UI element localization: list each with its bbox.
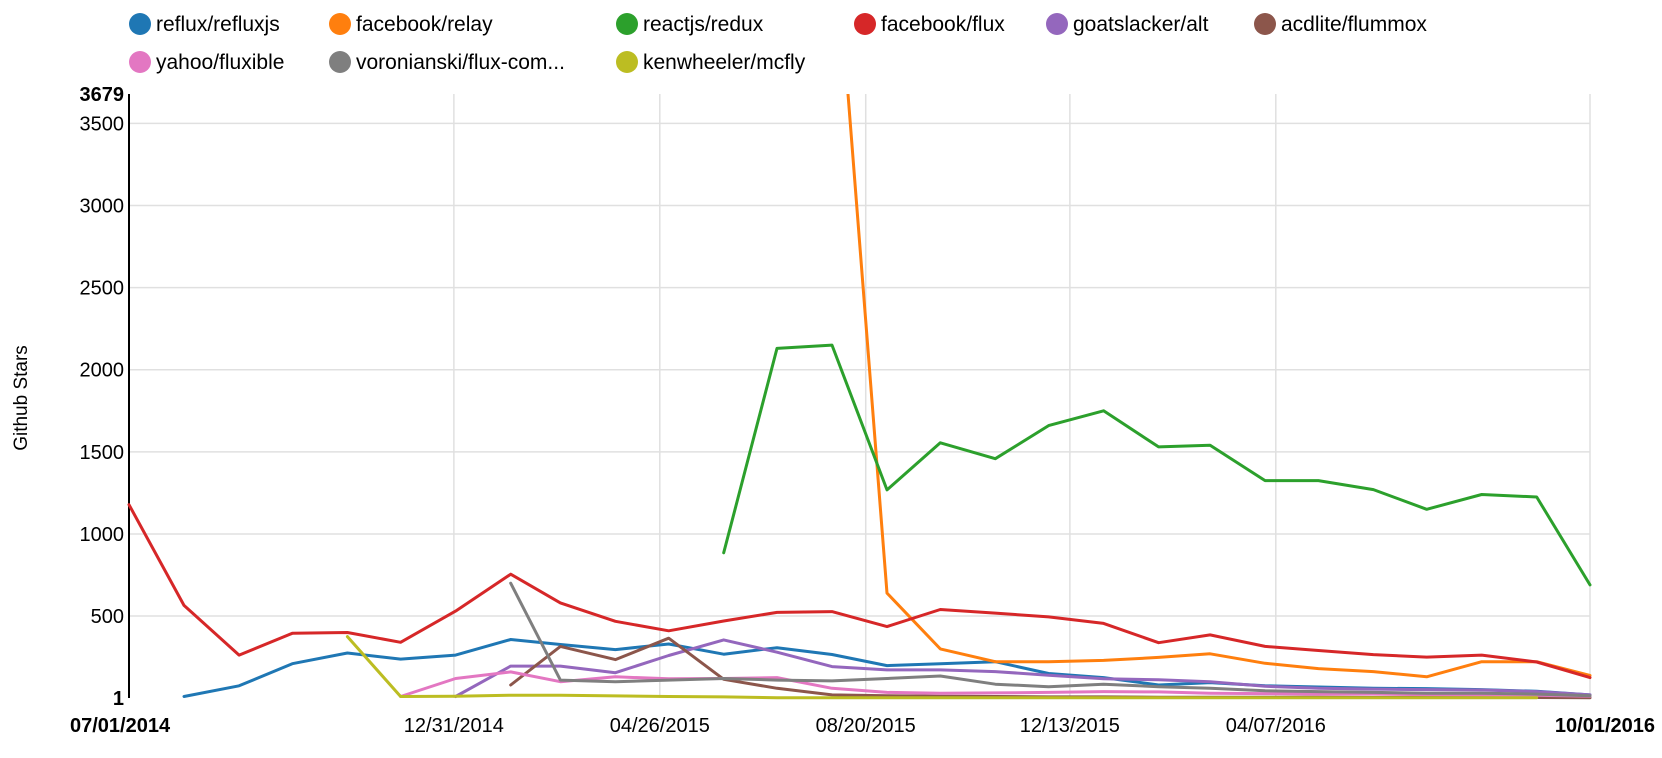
series-lines <box>127 94 1592 700</box>
y-tick-label-2000: 2000 <box>80 360 125 382</box>
legend-swatch-acdlite-flummox <box>1254 13 1276 35</box>
series-line-kenwheeler-mcfly <box>345 635 1539 700</box>
x-axis: 07/01/2014 12/31/2014 04/26/2015 08/20/2015… <box>70 715 1655 737</box>
y-tick-label-2500: 2500 <box>80 278 125 300</box>
x-tick-label-10-01-2016: 10/01/2016 <box>1555 715 1655 737</box>
legend-item-kenwheeler-mcfly: kenwheeler/mcfly <box>616 51 806 74</box>
legend-swatch-voronianski-flux-com <box>329 51 351 73</box>
legend-item-facebook-relay: facebook/relay <box>329 13 493 36</box>
x-tick-label-04-07-2016: 04/07/2016 <box>1226 715 1326 737</box>
legend-item-reflux-refluxjs: reflux/refluxjs <box>129 13 280 36</box>
legend-item-yahoo-fluxible: yahoo/fluxible <box>129 51 284 74</box>
y-tick-label-1000: 1000 <box>80 524 125 546</box>
legend-swatch-goatslacker-alt <box>1046 13 1068 35</box>
legend: reflux/refluxjs facebook/relay reactjs/red… <box>129 13 1427 74</box>
legend-label-reflux-refluxjs: reflux/refluxjs <box>156 13 280 36</box>
series-line-voronianski-flux-com <box>509 581 1592 698</box>
legend-swatch-yahoo-fluxible <box>129 51 151 73</box>
series-line-goatslacker-alt <box>454 638 1592 698</box>
legend-item-reactjs-redux: reactjs/redux <box>616 13 764 36</box>
y-tick-label-3000: 3000 <box>80 196 125 218</box>
legend-label-reactjs-redux: reactjs/redux <box>643 13 764 36</box>
legend-item-acdlite-flummox: acdlite/flummox <box>1254 13 1427 36</box>
legend-item-voronianski-flux-com: voronianski/flux-com... <box>329 51 565 74</box>
legend-item-goatslacker-alt: goatslacker/alt <box>1046 13 1209 36</box>
legend-item-facebook-flux: facebook/flux <box>854 13 1005 36</box>
legend-label-yahoo-fluxible: yahoo/fluxible <box>156 51 284 74</box>
legend-label-voronianski-flux-com: voronianski/flux-com... <box>356 51 565 74</box>
y-tick-label-3679: 3679 <box>80 84 125 106</box>
legend-label-kenwheeler-mcfly: kenwheeler/mcfly <box>643 51 806 74</box>
legend-swatch-reactjs-redux <box>616 13 638 35</box>
y-axis-title: Github Stars <box>11 345 32 451</box>
legend-swatch-kenwheeler-mcfly <box>616 51 638 73</box>
series-line-yahoo-fluxible <box>399 670 1592 698</box>
legend-label-facebook-flux: facebook/flux <box>881 13 1005 36</box>
legend-swatch-facebook-relay <box>329 13 351 35</box>
x-tick-label-07-01-2014: 07/01/2014 <box>70 715 171 737</box>
y-tick-label-3500: 3500 <box>80 113 125 135</box>
x-tick-label-12-13-2015: 12/13/2015 <box>1020 715 1120 737</box>
x-tick-label-08-20-2015: 08/20/2015 <box>816 715 916 737</box>
series-line-reactjs-redux <box>722 343 1592 587</box>
series-line-facebook-flux <box>127 503 1592 680</box>
legend-label-goatslacker-alt: goatslacker/alt <box>1073 13 1209 36</box>
legend-swatch-reflux-refluxjs <box>129 13 151 35</box>
grid <box>129 94 1591 698</box>
x-tick-label-12-31-2014: 12/31/2014 <box>404 715 504 737</box>
series-line-facebook-relay <box>846 94 1592 679</box>
legend-label-acdlite-flummox: acdlite/flummox <box>1281 13 1427 36</box>
y-tick-label-500: 500 <box>91 606 124 628</box>
y-tick-label-1: 1 <box>113 688 124 710</box>
x-tick-label-04-26-2015: 04/26/2015 <box>610 715 710 737</box>
legend-label-facebook-relay: facebook/relay <box>356 13 493 36</box>
legend-swatch-facebook-flux <box>854 13 876 35</box>
y-tick-label-1500: 1500 <box>80 442 125 464</box>
